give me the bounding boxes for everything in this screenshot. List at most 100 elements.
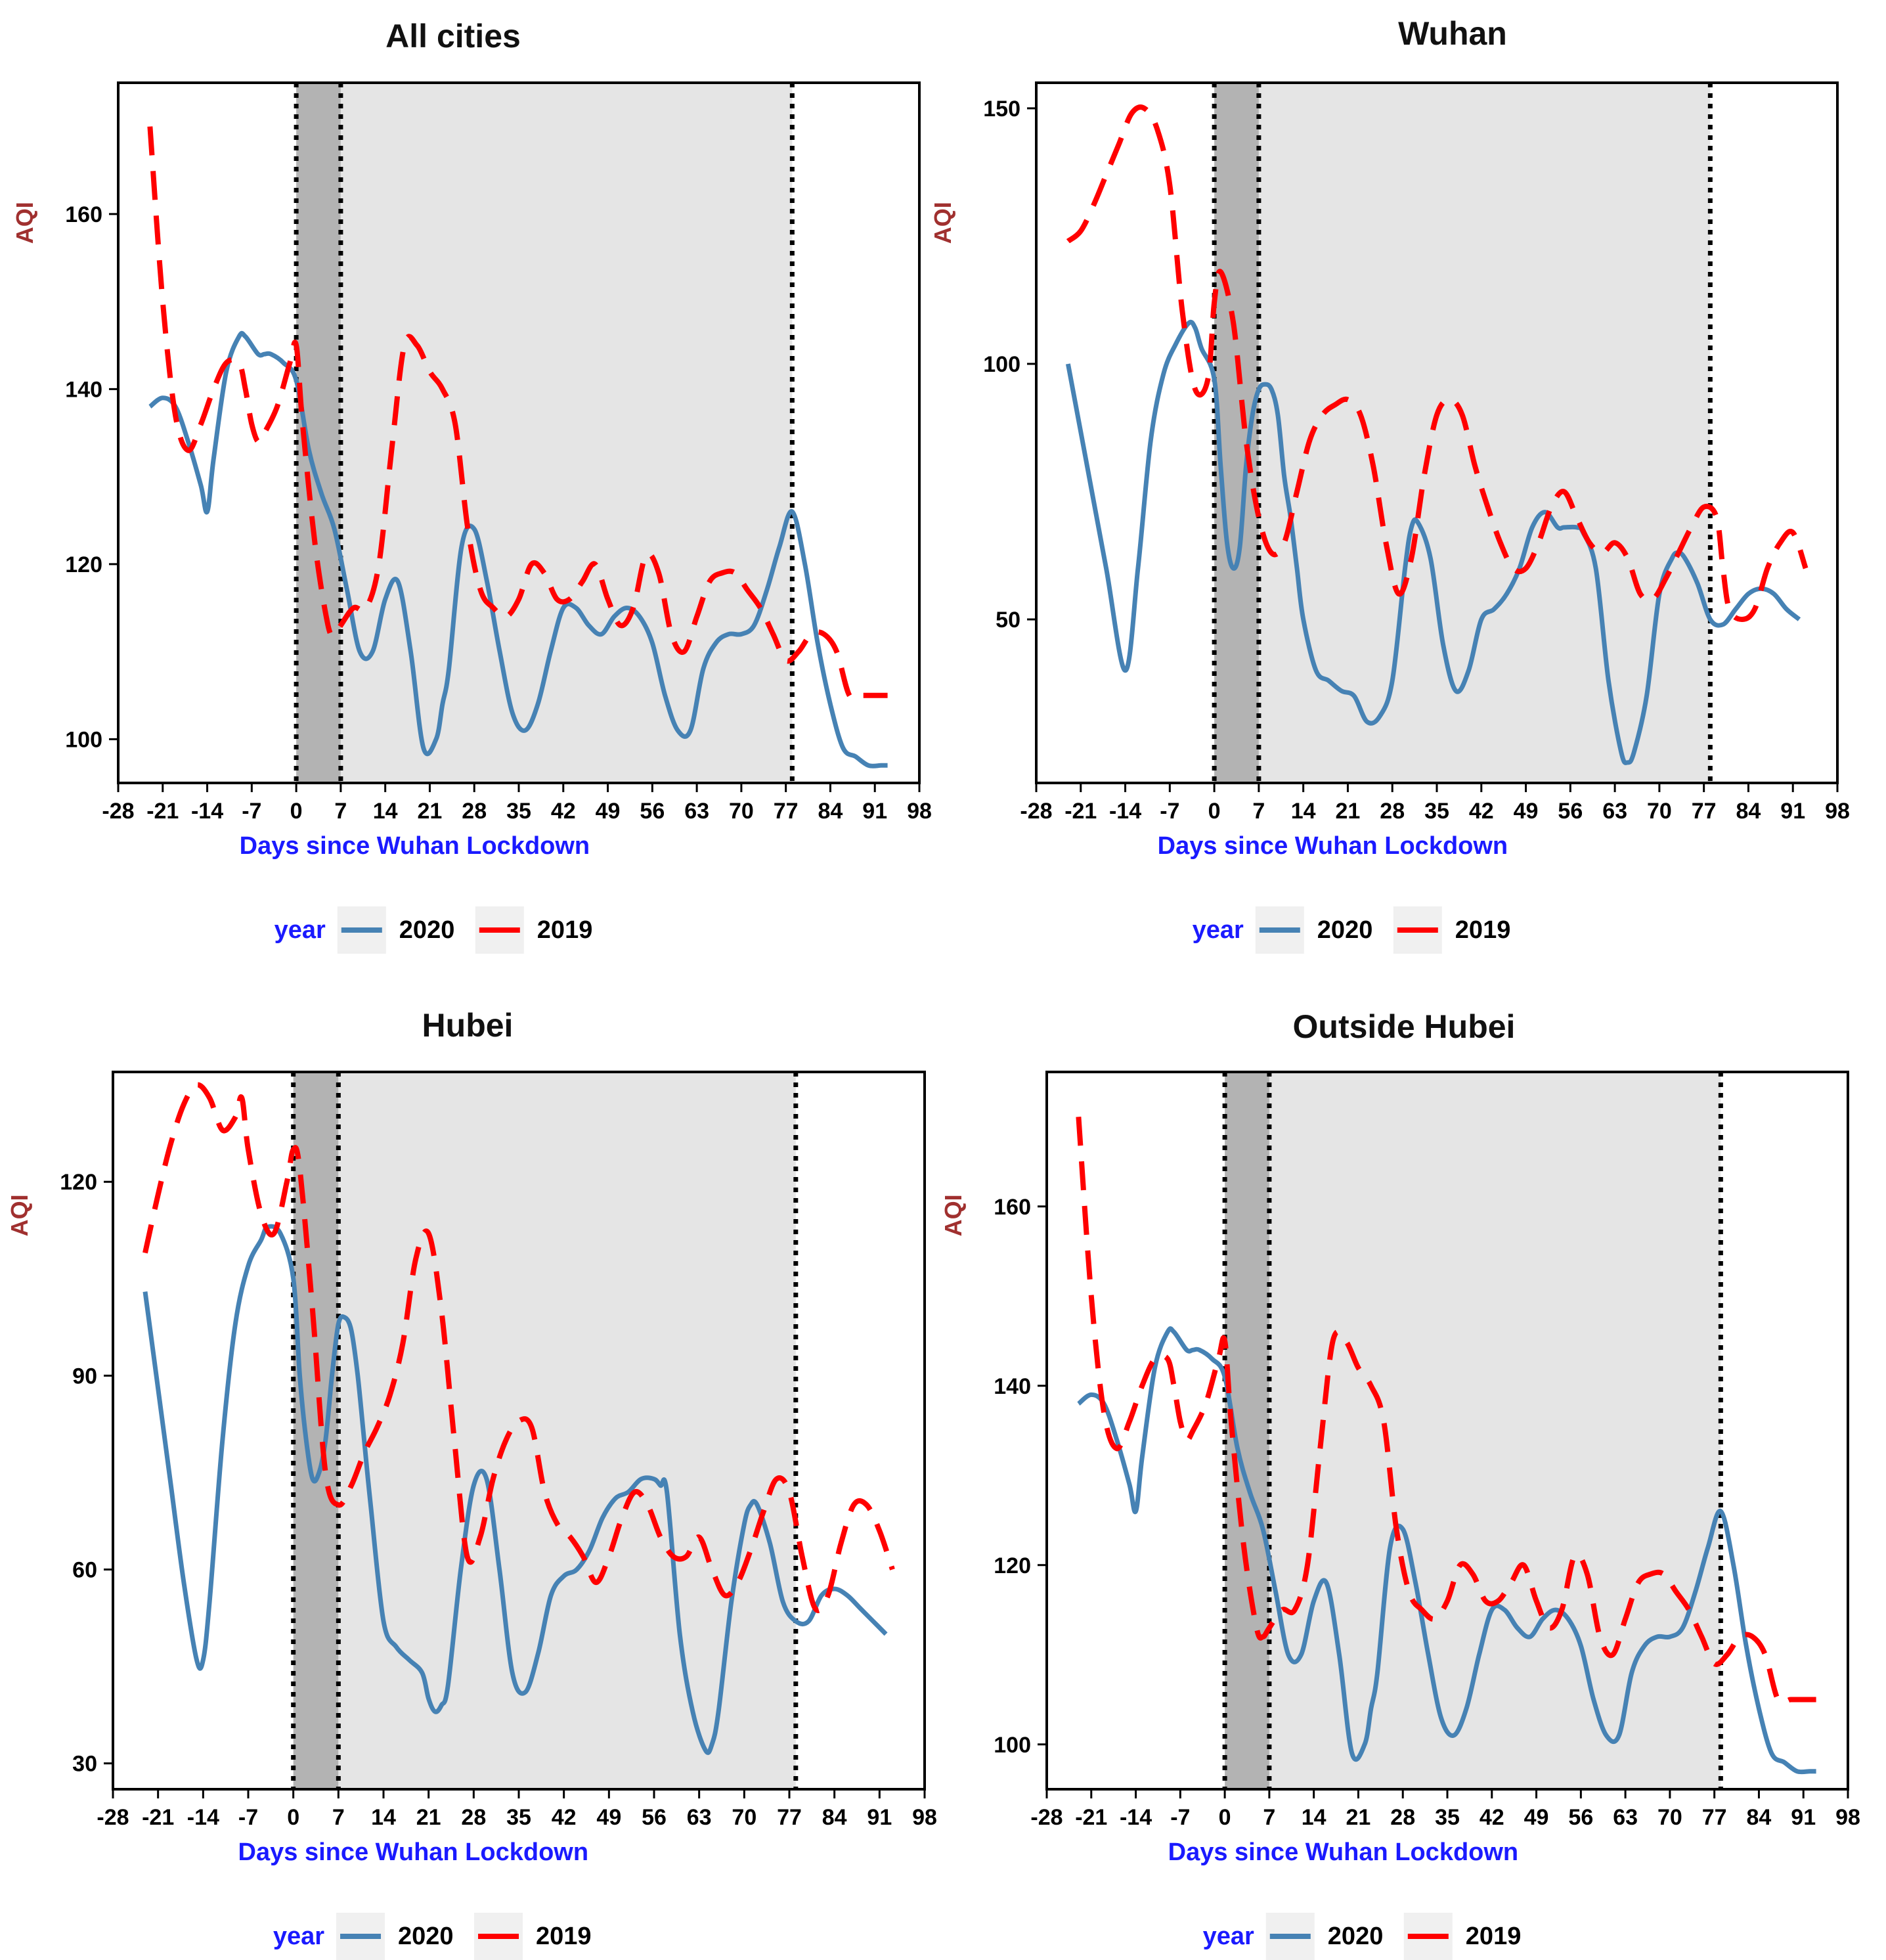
y-tick-label: 100: [65, 727, 102, 752]
legend-title: year: [274, 916, 326, 944]
y-axis-label: AQI: [929, 202, 956, 244]
x-tick-label: 14: [371, 1805, 396, 1830]
legend-title: year: [1193, 916, 1244, 944]
x-axis-label: Days since Wuhan Lockdown: [240, 832, 590, 860]
chart-title: All cities: [385, 18, 521, 55]
y-tick-label: 120: [65, 552, 102, 577]
x-tick-label: 7: [332, 1805, 345, 1830]
chart-panel-2: Wuhan -28 -21 -14 -7 0 7 14 21 28 35 42 49 56 63 70 77 84…: [929, 15, 1850, 954]
x-tick-label: 77: [1692, 799, 1717, 824]
x-tick-label: 42: [1469, 799, 1494, 824]
x-tick-label: 84: [818, 799, 843, 824]
x-tick-label: 91: [1791, 1805, 1816, 1830]
x-tick-label: 56: [640, 799, 665, 824]
x-tick-label: -7: [242, 799, 261, 824]
x-tick-label: -21: [1075, 1805, 1107, 1830]
x-tick-label: 14: [373, 799, 398, 824]
y-tick-label: 160: [65, 202, 102, 227]
y-tick-label: 90: [72, 1364, 97, 1389]
x-tick-label: 84: [1747, 1805, 1772, 1830]
x-tick-label: 7: [1263, 1805, 1275, 1830]
y-tick-label: 100: [994, 1733, 1031, 1758]
x-tick-label: -28: [1030, 1805, 1063, 1830]
x-tick-label: 42: [552, 1805, 577, 1830]
legend-label: 2019: [536, 1923, 592, 1950]
x-tick-label: 35: [1435, 1805, 1460, 1830]
legend: year 2020 2019: [274, 906, 593, 954]
x-tick-label: 98: [1835, 1805, 1860, 1830]
legend-label: 2020: [1317, 916, 1373, 944]
x-tick-label: 21: [1346, 1805, 1371, 1830]
x-tick-label: 77: [777, 1805, 802, 1830]
x-tick-label: 84: [1736, 799, 1761, 824]
series-line-2019: [143, 1082, 895, 1613]
legend-label: 2020: [399, 916, 455, 944]
x-tick-label: -28: [97, 1805, 129, 1830]
x-tick-label: -21: [1064, 799, 1097, 824]
chart-title: Outside Hubei: [1293, 1008, 1516, 1045]
x-tick-label: 35: [506, 1805, 531, 1830]
period-shade: [338, 1072, 796, 1789]
y-axis-label: AQI: [940, 1194, 967, 1236]
x-tick-label: 0: [287, 1805, 299, 1830]
x-tick-label: -21: [146, 799, 179, 824]
y-tick-label: 100: [983, 352, 1020, 377]
x-tick-label: 35: [506, 799, 531, 824]
x-tick-label: 28: [1380, 799, 1405, 824]
chart-panel-4: Outside Hubei -28 -21 -14 -7 0 7 14 21 28 35 42 49 56…: [940, 1008, 1860, 1960]
legend-label: 2019: [1466, 1923, 1522, 1950]
y-tick-label: 50: [996, 608, 1020, 633]
chart-panel-3: Hubei -28 -21 -14 -7 0 7 14 21 28 35 42 49 56 63 70 77 84…: [6, 1007, 937, 1960]
y-tick-label: 120: [994, 1553, 1031, 1578]
legend-title: year: [273, 1923, 324, 1950]
chart-title: Hubei: [422, 1007, 514, 1044]
x-axis-label: Days since Wuhan Lockdown: [1158, 832, 1508, 860]
x-tick-label: 35: [1424, 799, 1449, 824]
x-tick-label: 21: [416, 1805, 441, 1830]
series-line-2019: [1066, 104, 1809, 622]
series-line-2019: [1076, 1117, 1816, 1706]
x-tick-label: -7: [1170, 1805, 1190, 1830]
y-tick-label: 140: [65, 377, 102, 402]
series-line-2019: [147, 126, 888, 702]
x-tick-label: 98: [1825, 799, 1850, 824]
x-tick-label: 98: [912, 1805, 937, 1830]
x-tick-label: -28: [1020, 799, 1052, 824]
x-tick-label: 70: [1657, 1805, 1682, 1830]
x-tick-label: -14: [187, 1805, 219, 1830]
x-tick-label: 56: [1558, 799, 1583, 824]
x-tick-label: 70: [1647, 799, 1672, 824]
y-axis-label: AQI: [11, 202, 38, 244]
x-tick-label: 63: [1613, 1805, 1638, 1830]
legend-label: 2019: [1455, 916, 1511, 944]
x-tick-label: 42: [551, 799, 576, 824]
legend-label: 2019: [537, 916, 593, 944]
y-tick-label: 160: [994, 1195, 1031, 1220]
x-tick-label: 0: [1219, 1805, 1231, 1830]
period-shade: [340, 83, 793, 783]
y-tick-label: 120: [60, 1170, 97, 1195]
y-tick-label: 150: [983, 97, 1020, 122]
x-tick-label: 14: [1302, 1805, 1327, 1830]
x-tick-label: 28: [462, 799, 487, 824]
x-tick-label: -21: [142, 1805, 174, 1830]
x-tick-label: -7: [238, 1805, 258, 1830]
x-tick-label: 63: [1602, 799, 1627, 824]
x-tick-label: -7: [1160, 799, 1179, 824]
x-tick-label: 77: [1702, 1805, 1727, 1830]
x-tick-label: 77: [774, 799, 799, 824]
y-tick-label: 60: [72, 1558, 97, 1583]
y-tick-label: 140: [994, 1374, 1031, 1399]
x-tick-label: 91: [867, 1805, 892, 1830]
x-tick-label: 63: [687, 1805, 712, 1830]
y-axis-label: AQI: [6, 1194, 33, 1236]
x-tick-label: 84: [822, 1805, 847, 1830]
x-tick-label: 70: [732, 1805, 757, 1830]
x-axis-label: Days since Wuhan Lockdown: [1168, 1838, 1519, 1866]
x-tick-label: -14: [1109, 799, 1141, 824]
x-tick-label: 91: [1780, 799, 1805, 824]
chart-panel-1: All cities -28 -21 -14 -7 0 7 14 21 28 35 42 49 56 63 7…: [11, 18, 932, 954]
x-tick-label: 7: [334, 799, 347, 824]
x-tick-label: 0: [290, 799, 303, 824]
x-tick-label: 70: [729, 799, 754, 824]
